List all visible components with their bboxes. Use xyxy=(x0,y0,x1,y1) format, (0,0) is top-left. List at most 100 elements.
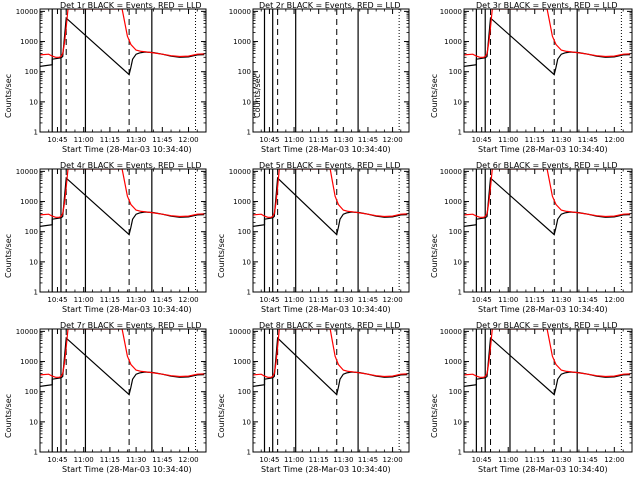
series-line-lld xyxy=(40,329,205,378)
y-tick-label: 10 xyxy=(242,98,251,106)
plot-frame xyxy=(39,168,207,293)
det-2-xlabel: Start Time (28-Mar-03 10:34:40) xyxy=(261,145,391,154)
series-line-events xyxy=(253,176,408,236)
x-tick-label: 10:45 xyxy=(259,296,279,304)
y-tick-label: 10 xyxy=(29,98,38,106)
y-tick-label: 1000 xyxy=(444,198,462,206)
x-tick-label: 12:00 xyxy=(382,456,402,464)
plot-frame xyxy=(252,8,410,133)
det-7-plot: 1 10 100 1000 10000 10:45 11:00 11:15 11:30 11:45… xyxy=(16,328,207,464)
series-line-events xyxy=(464,16,631,76)
det-3-panel: Det 3r BLACK = Events, RED = LLD Counts/… xyxy=(426,0,639,160)
y-tick-label: 1 xyxy=(34,289,38,297)
plot-frame xyxy=(252,328,410,453)
y-tick-label: 100 xyxy=(449,388,462,396)
x-tick-label: 11:45 xyxy=(152,136,172,144)
series-line-lld xyxy=(40,9,205,58)
x-tick-label: 11:45 xyxy=(152,456,172,464)
plot-frame xyxy=(252,168,410,293)
y-tick-label: 1 xyxy=(34,449,38,457)
series-line-lld xyxy=(253,169,408,218)
y-tick-label: 100 xyxy=(238,388,251,396)
x-tick-label: 11:00 xyxy=(498,296,518,304)
x-tick-label: 11:00 xyxy=(498,456,518,464)
x-tick-label: 11:45 xyxy=(358,136,378,144)
det-1-plot: 1 10 100 1000 10000 10:45 11:00 11:15 11:30 11:45… xyxy=(16,8,207,144)
det-7-panel: Det 7r BLACK = Events, RED = LLD Counts/… xyxy=(0,320,213,480)
series-line-lld xyxy=(464,9,631,58)
x-tick-label: 12:00 xyxy=(382,136,402,144)
y-tick-label: 1000 xyxy=(233,198,251,206)
series-line-lld xyxy=(464,169,631,218)
x-tick-label: 11:45 xyxy=(578,296,598,304)
det-6-title: Det 6r BLACK = Events, RED = LLD xyxy=(476,161,618,170)
x-tick-label: 12:00 xyxy=(178,456,198,464)
x-tick-label: 10:45 xyxy=(259,456,279,464)
x-tick-label: 11:30 xyxy=(126,456,146,464)
det-1-title: Det 1r BLACK = Events, RED = LLD xyxy=(60,1,202,10)
det-8-panel: Det 8r BLACK = Events, RED = LLD Counts/… xyxy=(213,320,426,480)
det-5-plot: 1 10 100 1000 10000 10:45 11:00 11:15 11:30 11:45… xyxy=(229,168,410,304)
y-tick-label: 100 xyxy=(238,68,251,76)
series-line-events xyxy=(464,176,631,236)
y-tick-label: 10000 xyxy=(16,168,38,176)
y-tick-label: 10000 xyxy=(440,8,462,16)
x-tick-label: 10:45 xyxy=(47,136,67,144)
y-tick-label: 10 xyxy=(29,258,38,266)
det-4-title: Det 4r BLACK = Events, RED = LLD xyxy=(60,161,202,170)
det-6-panel: Det 6r BLACK = Events, RED = LLD Counts/… xyxy=(426,160,639,320)
x-tick-label: 11:15 xyxy=(525,136,545,144)
x-tick-label: 11:30 xyxy=(333,136,353,144)
det-2-title: Det 2r BLACK = Events, RED = LLD xyxy=(259,1,401,10)
det-2-panel: Det 2r BLACK = Events, RED = LLD Counts/… xyxy=(213,0,426,160)
x-tick-label: 11:15 xyxy=(100,456,120,464)
plot-frame xyxy=(463,168,633,293)
y-tick-label: 1 xyxy=(247,129,251,137)
det-5-xlabel: Start Time (28-Mar-03 10:34:40) xyxy=(261,305,391,314)
y-tick-label: 1 xyxy=(458,129,462,137)
y-tick-label: 10 xyxy=(453,418,462,426)
y-tick-label: 1 xyxy=(34,129,38,137)
plot-frame xyxy=(463,8,633,133)
y-tick-label: 1000 xyxy=(233,358,251,366)
x-tick-label: 11:15 xyxy=(100,296,120,304)
x-tick-label: 12:00 xyxy=(178,296,198,304)
x-tick-label: 11:00 xyxy=(74,296,94,304)
det-8-xlabel: Start Time (28-Mar-03 10:34:40) xyxy=(261,465,391,474)
x-tick-label: 11:00 xyxy=(284,456,304,464)
x-tick-label: 11:30 xyxy=(333,456,353,464)
y-tick-label: 10 xyxy=(242,258,251,266)
y-tick-label: 1 xyxy=(247,289,251,297)
det-7-xlabel: Start Time (28-Mar-03 10:34:40) xyxy=(62,465,192,474)
x-tick-label: 11:45 xyxy=(152,296,172,304)
x-tick-label: 10:45 xyxy=(472,296,492,304)
det-6-xlabel: Start Time (28-Mar-03 10:34:40) xyxy=(478,305,608,314)
x-tick-label: 12:00 xyxy=(604,136,624,144)
y-tick-label: 1 xyxy=(247,449,251,457)
plot-frame xyxy=(39,328,207,453)
y-tick-label: 10000 xyxy=(229,328,251,336)
x-tick-label: 10:45 xyxy=(47,296,67,304)
det-3-title: Det 3r BLACK = Events, RED = LLD xyxy=(476,1,618,10)
det-3-plot: 1 10 100 1000 10000 10:45 11:00 11:15 11:30 11:45… xyxy=(440,8,633,144)
y-tick-label: 10000 xyxy=(16,8,38,16)
x-tick-label: 11:45 xyxy=(358,456,378,464)
y-tick-label: 100 xyxy=(449,228,462,236)
y-tick-label: 10000 xyxy=(440,328,462,336)
det-8-plot: 1 10 100 1000 10000 10:45 11:00 11:15 11:30 11:45… xyxy=(229,328,410,464)
series-line-lld xyxy=(253,329,408,378)
x-tick-label: 11:30 xyxy=(551,136,571,144)
det-5-panel: Det 5r BLACK = Events, RED = LLD Counts/… xyxy=(213,160,426,320)
y-tick-label: 10 xyxy=(453,98,462,106)
det-5-title: Det 5r BLACK = Events, RED = LLD xyxy=(259,161,401,170)
det-9-plot: 1 10 100 1000 10000 10:45 11:00 11:15 11:30 11:45… xyxy=(440,328,633,464)
x-tick-label: 11:15 xyxy=(309,456,329,464)
det-6-plot: 1 10 100 1000 10000 10:45 11:00 11:15 11:30 11:45… xyxy=(440,168,633,304)
det-3-xlabel: Start Time (28-Mar-03 10:34:40) xyxy=(478,145,608,154)
x-tick-label: 10:45 xyxy=(472,136,492,144)
x-tick-label: 11:00 xyxy=(284,136,304,144)
plot-frame xyxy=(463,328,633,453)
det-1-panel: Det 1r BLACK = Events, RED = LLD Counts/… xyxy=(0,0,213,160)
det-2-plot: 1 10 100 1000 10000 10:45 11:00 11:15 11:30 11:45… xyxy=(229,8,410,144)
